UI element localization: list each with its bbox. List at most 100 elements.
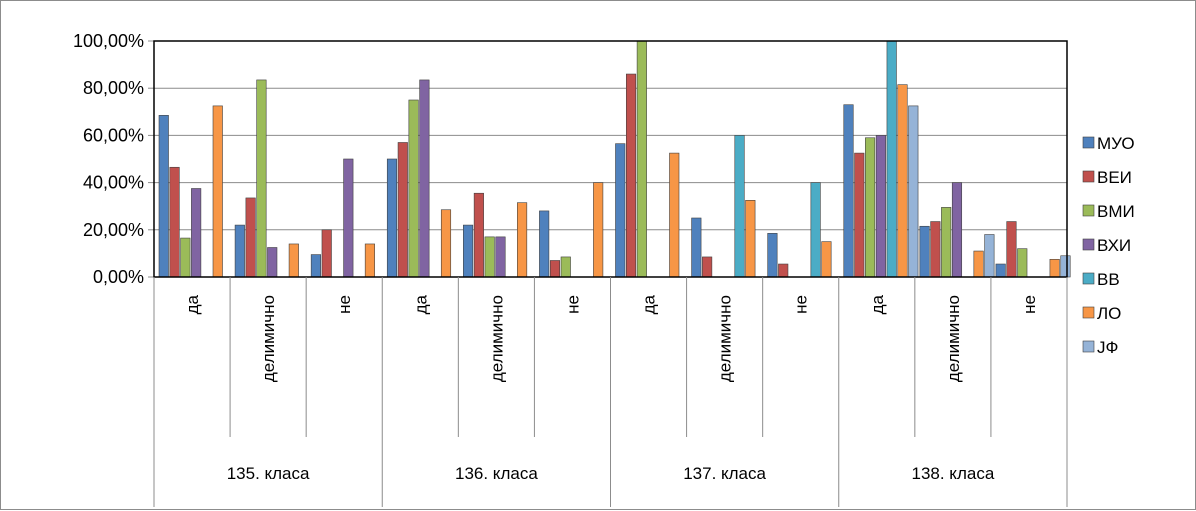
subcategory-label: делимично <box>716 295 735 382</box>
bar <box>941 207 952 278</box>
bar <box>767 233 778 278</box>
y-tick-label: 100,00% <box>73 31 144 51</box>
bar <box>995 263 1006 278</box>
bar <box>625 73 637 278</box>
bar <box>495 236 506 278</box>
bar <box>919 225 930 278</box>
subcategory-label: делимично <box>487 295 506 382</box>
bar <box>549 260 561 278</box>
bar <box>593 182 604 278</box>
legend-label: ВМИ <box>1097 202 1135 221</box>
axes <box>148 40 1068 507</box>
bar <box>821 241 832 278</box>
legend-label: ВХИ <box>1097 236 1131 255</box>
bar <box>180 237 191 278</box>
bar <box>463 224 474 278</box>
group-label: 136. класа <box>455 464 538 483</box>
bar <box>343 158 354 278</box>
y-axis-tick-labels: 0,00% 20,00% 40,00% 60,00% 80,00% 100,00% <box>73 31 144 287</box>
y-tick-label: 80,00% <box>83 78 144 98</box>
bar <box>865 137 876 278</box>
bar <box>440 209 452 278</box>
y-tick-label: 20,00% <box>83 220 144 240</box>
legend-label: ЈФ <box>1097 338 1118 357</box>
subcategory-label: не <box>335 295 354 314</box>
group-label: 137. класа <box>683 464 766 483</box>
bar <box>973 250 984 278</box>
bar <box>984 234 995 278</box>
bar <box>810 182 821 278</box>
subcategory-label: да <box>183 294 202 314</box>
legend-swatch <box>1082 306 1095 319</box>
bar <box>484 236 495 278</box>
plot-area-border <box>153 40 1068 278</box>
bar <box>615 143 626 278</box>
legend-label: ВЕИ <box>1097 168 1132 187</box>
subcategory-label: делимично <box>944 295 963 382</box>
legend-swatch <box>1082 340 1095 353</box>
bar <box>691 217 702 278</box>
bar <box>1006 221 1017 278</box>
bar <box>256 79 267 278</box>
bar <box>560 256 571 278</box>
bar <box>267 247 278 278</box>
subcategory-label: не <box>564 295 583 314</box>
subcategory-label: да <box>868 294 887 314</box>
gridlines <box>154 40 1067 278</box>
bar <box>212 105 223 278</box>
bar <box>908 105 919 278</box>
legend-label: МУО <box>1097 134 1135 153</box>
legend-swatch <box>1082 170 1095 183</box>
bar <box>843 104 854 278</box>
bar <box>702 256 713 278</box>
bar <box>875 135 886 278</box>
bars <box>158 40 1071 278</box>
x-axis-category-labels: да делимично не 135. класа да делимично не 136.… <box>183 294 1039 483</box>
subcategory-label: не <box>1020 295 1039 314</box>
bar <box>386 158 398 278</box>
bar <box>245 197 256 278</box>
bar <box>734 135 745 278</box>
bar <box>778 263 789 278</box>
bar <box>897 84 908 278</box>
bar <box>419 79 430 278</box>
legend-swatch <box>1082 136 1095 149</box>
legend-swatch <box>1082 204 1095 217</box>
bar <box>951 182 963 278</box>
y-tick-label: 60,00% <box>83 125 144 145</box>
bar <box>1049 258 1060 278</box>
y-tick-label: 40,00% <box>83 173 144 193</box>
group-label: 135. класа <box>227 464 310 483</box>
bar <box>310 254 321 278</box>
bar <box>854 152 865 278</box>
subcategory-label: да <box>411 294 430 314</box>
bar <box>745 200 756 278</box>
bar <box>158 115 169 278</box>
legend-label: ЛО <box>1097 304 1121 323</box>
legend-label: ВВ <box>1097 270 1120 289</box>
bar <box>539 210 550 278</box>
subcategory-label: не <box>792 295 811 314</box>
bar <box>636 40 647 278</box>
bar <box>1017 248 1028 278</box>
bar <box>886 40 897 278</box>
bar <box>1060 255 1071 278</box>
bar <box>191 188 202 278</box>
subcategory-label: да <box>640 294 659 314</box>
subcategory-label: делимично <box>259 295 278 382</box>
legend-swatch <box>1082 238 1095 251</box>
bar <box>364 243 375 278</box>
bar <box>288 243 299 278</box>
bar <box>234 224 245 278</box>
bar <box>397 142 408 278</box>
bar <box>321 229 332 278</box>
bar <box>169 166 180 278</box>
bar <box>669 152 680 278</box>
bar <box>930 221 941 278</box>
legend-swatch <box>1082 272 1095 285</box>
legend: МУО ВЕИ ВМИ ВХИ ВВ ЛО ЈФ <box>1082 134 1135 357</box>
y-tick-label: 0,00% <box>93 267 144 287</box>
group-label: 138. класа <box>912 464 995 483</box>
